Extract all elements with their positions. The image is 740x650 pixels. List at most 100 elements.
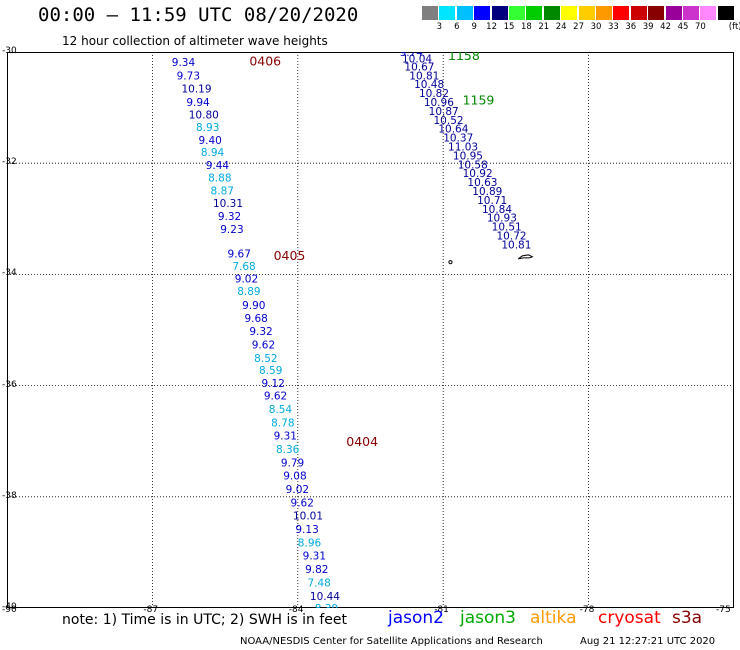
wave-height-label: 10.04 — [402, 54, 432, 66]
wave-height-label: 9.31 — [274, 431, 297, 443]
wave-height-label: 9.44 — [206, 160, 230, 172]
wave-height-label: 10.52 — [434, 115, 464, 127]
wave-height-label: 10.58 — [458, 159, 488, 171]
wave-height-label: 9.31 — [303, 551, 326, 563]
wave-height-label: 8.36 — [276, 444, 300, 456]
pass-time-label: 0406 — [249, 53, 281, 68]
colorbar-label: 3 — [436, 22, 443, 32]
wave-height-label: 11.03 — [448, 142, 478, 154]
colorbar-label: 12 — [486, 22, 497, 32]
wave-height-label: 9.82 — [305, 564, 328, 576]
wave-height-label: 9.34 — [172, 57, 196, 69]
wave-height-label: 9.74 — [400, 52, 424, 59]
page-title: 00:00 – 11:59 UTC 08/20/2020 — [38, 4, 359, 26]
wave-height-label: 8.39 — [315, 603, 338, 608]
island-outline — [518, 254, 534, 260]
colorbar-swatch — [422, 6, 438, 20]
colorbar-label: 42 — [660, 22, 671, 32]
colorbar-label: 6 — [454, 22, 460, 32]
wave-height-label: 8.96 — [298, 537, 322, 549]
footer-note: note: 1) Time is in UTC; 2) SWH is in fe… — [62, 612, 348, 628]
wave-height-label: 9.62 — [264, 391, 287, 403]
wave-height-label: 9.32 — [249, 326, 272, 338]
wave-height-label: 10.81 — [501, 239, 531, 251]
colorbar-swatch — [474, 6, 491, 20]
map-plot: 9.349.7310.199.9410.808.939.408.949.448.… — [7, 52, 734, 608]
wave-height-label: 10.37 — [443, 133, 473, 145]
wave-height-label: 9.12 — [261, 378, 284, 390]
wave-height-label: 9.08 — [283, 471, 306, 483]
colorbar-swatch — [578, 6, 595, 20]
colorbar-label: 15 — [503, 22, 515, 32]
colorbar-unit: (ft) — [728, 22, 740, 32]
latitude-tick-label: -36 — [2, 379, 17, 390]
colorbar-swatch — [683, 6, 699, 20]
wave-height-label: 8.59 — [259, 365, 282, 377]
wave-height-label: 8.94 — [201, 147, 225, 159]
satellite-legend-cryosat: cryosat — [598, 608, 661, 628]
longitude-tick-label: -78 — [579, 605, 595, 615]
wave-height-label: 10.93 — [487, 213, 517, 225]
wave-height-label: 10.67 — [404, 61, 434, 73]
colorbar-label: 21 — [538, 22, 550, 32]
colorbar-label: 33 — [607, 22, 619, 32]
pass-time-label: 1159 — [463, 92, 495, 107]
latitude-tick-label: -38 — [2, 490, 17, 501]
colorbar-swatch — [648, 6, 665, 20]
colorbar-swatch — [717, 6, 734, 20]
wave-height-label: 10.82 — [419, 88, 449, 100]
satellite-legend-altika: altika — [530, 608, 577, 628]
wave-height-label: 10.92 — [463, 168, 493, 180]
latitude-tick-label: -32 — [2, 157, 17, 168]
satellite-legend-jason2: jason2 — [388, 608, 444, 628]
colorbar-label: 39 — [642, 22, 654, 32]
colorbar-label: 24 — [555, 22, 567, 32]
colorbar-label: 30 — [590, 22, 602, 32]
wave-height-label: 9.73 — [177, 70, 200, 82]
wave-height-label: 8.89 — [237, 286, 260, 298]
colorbar-label: 70 — [694, 22, 706, 32]
longitude-tick-label: -81 — [434, 605, 449, 615]
wave-height-label: 10.64 — [438, 124, 468, 136]
wave-height-label: 10.44 — [310, 591, 340, 603]
colorbar-swatch — [509, 6, 525, 20]
colorbar-swatch — [526, 6, 543, 20]
generated-timestamp: Aug 21 12:27:21 UTC 2020 — [580, 636, 716, 647]
wave-height-label: 7.68 — [232, 261, 255, 273]
longitude-tick-label: -84 — [288, 605, 304, 615]
wave-height-label: 8.88 — [208, 173, 231, 185]
wave-height-label: 10.89 — [472, 186, 502, 198]
satellite-legend-jason3: jason3 — [460, 608, 516, 628]
wave-height-label: 8.52 — [254, 353, 277, 365]
colorbar-swatch — [456, 6, 473, 20]
wave-height-label: 10.71 — [477, 195, 507, 207]
wave-height-label: 10.95 — [453, 150, 483, 162]
colorbar-swatch — [543, 6, 560, 20]
wave-height-label: 9.02 — [286, 484, 309, 496]
longitude-tick-label: -87 — [143, 605, 159, 615]
island-outline — [448, 260, 453, 265]
colorbar-swatch — [439, 6, 456, 20]
wave-height-label: 8.54 — [269, 404, 293, 416]
wave-height-label: 8.78 — [271, 417, 294, 429]
wave-height-label: 9.79 — [281, 457, 304, 469]
wave-height-label: 9.23 — [220, 224, 243, 236]
page-subtitle: 12 hour collection of altimeter wave hei… — [62, 34, 328, 48]
wave-height-label: 9.62 — [252, 339, 275, 351]
wave-height-label: 10.63 — [467, 177, 497, 189]
colorbar-swatch — [630, 6, 647, 20]
wave-height-label: 9.94 — [186, 97, 210, 109]
colorbar-label: 18 — [520, 22, 532, 32]
wave-height-label: 10.19 — [181, 84, 211, 96]
latitude-tick-label: -40 — [2, 602, 17, 612]
wave-height-label: 10.48 — [414, 79, 444, 91]
wave-height-label: 9.90 — [242, 300, 265, 312]
credit-text: NOAA/NESDIS Center for Satellite Applica… — [240, 636, 543, 647]
wave-height-label: 9.62 — [291, 497, 314, 509]
wave-height-label: 9.13 — [295, 524, 318, 536]
pass-time-label: 1158 — [448, 52, 480, 63]
pass-time-label: 0404 — [346, 434, 378, 449]
plot-frame — [7, 52, 734, 608]
wave-height-label: 9.02 — [235, 273, 258, 285]
wave-height-label: 10.81 — [409, 70, 439, 82]
